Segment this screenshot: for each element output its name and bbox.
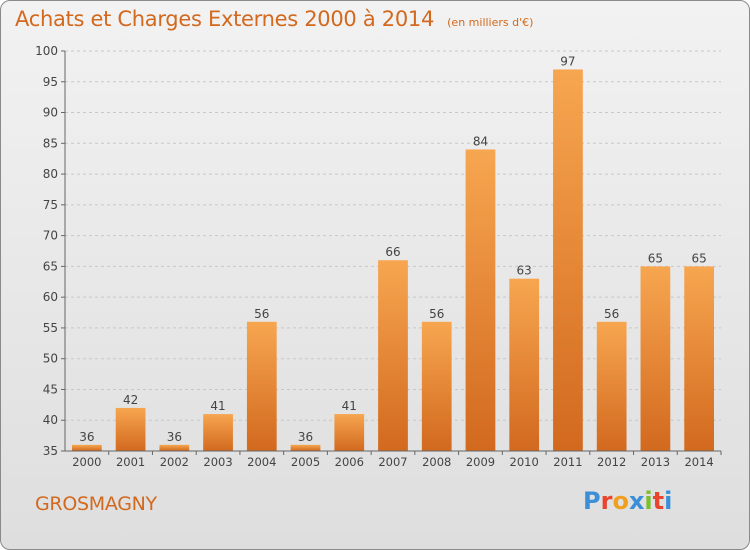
bar-value-label: 41 (210, 399, 225, 413)
y-tick-label: 80 (43, 167, 58, 181)
bar (684, 266, 715, 451)
bar-value-label: 41 (342, 399, 357, 413)
x-tick-label: 2011 (553, 455, 582, 469)
bar-value-label: 65 (691, 251, 706, 265)
bar-value-label: 36 (167, 430, 182, 444)
x-tick-label: 2009 (466, 455, 495, 469)
bar-value-label: 97 (560, 54, 575, 68)
bar (159, 444, 190, 451)
x-tick-label: 2003 (203, 455, 232, 469)
bar-value-label: 36 (79, 430, 94, 444)
x-tick-label: 2005 (291, 455, 320, 469)
bar (115, 407, 146, 451)
x-tick-label: 2002 (160, 455, 189, 469)
x-tick-label: 2006 (335, 455, 364, 469)
y-tick-label: 50 (43, 352, 58, 366)
y-tick-label: 55 (43, 321, 58, 335)
y-tick-label: 95 (43, 75, 58, 89)
y-tick-label: 85 (43, 136, 58, 150)
bar-value-label: 65 (648, 251, 663, 265)
bar-value-label: 66 (385, 245, 400, 259)
town-name: GROSMAGNY (35, 493, 157, 515)
x-tick-label: 2010 (510, 455, 539, 469)
bar (596, 321, 627, 451)
x-tick-label: 2000 (72, 455, 101, 469)
y-tick-label: 100 (35, 44, 58, 58)
y-tick-label: 35 (43, 444, 58, 458)
x-tick-label: 2008 (422, 455, 451, 469)
y-tick-label: 90 (43, 106, 58, 120)
bar (640, 266, 671, 451)
bar-value-label: 56 (604, 307, 619, 321)
logo-letter: r (600, 487, 613, 515)
bar (465, 149, 496, 451)
y-tick-label: 75 (43, 198, 58, 212)
bar (334, 414, 365, 451)
chart-title: Achats et Charges Externes 2000 à 2014 (… (15, 7, 533, 31)
bar-value-label: 84 (473, 134, 488, 148)
bar-value-label: 36 (298, 430, 313, 444)
bar-value-label: 63 (517, 264, 532, 278)
chart-title-text: Achats et Charges Externes 2000 à 2014 (15, 7, 435, 31)
bar-value-label: 42 (123, 393, 138, 407)
logo-letter: i (664, 487, 673, 515)
logo-letter: o (612, 487, 629, 515)
bar-value-label: 56 (254, 307, 269, 321)
bar-value-label: 56 (429, 307, 444, 321)
y-tick-label: 70 (43, 229, 58, 243)
logo-letter: P (583, 487, 601, 515)
bar (203, 414, 233, 451)
bar (290, 444, 321, 451)
proxiti-logo: Proxiti (583, 487, 672, 515)
bar (246, 321, 277, 451)
bar (71, 444, 102, 451)
logo-letter: x (628, 487, 645, 515)
x-tick-label: 2007 (378, 455, 407, 469)
bar (421, 321, 452, 451)
chart-subtitle: (en milliers d'€) (447, 16, 534, 29)
bar (553, 69, 583, 451)
x-tick-label: 2014 (684, 455, 713, 469)
x-tick-label: 2004 (247, 455, 276, 469)
y-tick-label: 60 (43, 290, 58, 304)
y-tick-label: 40 (43, 413, 58, 427)
y-tick-label: 65 (43, 259, 58, 273)
bar (378, 260, 408, 451)
logo-letter: t (652, 487, 665, 515)
x-tick-label: 2013 (641, 455, 670, 469)
y-tick-label: 45 (43, 382, 58, 396)
x-tick-label: 2012 (597, 455, 626, 469)
x-tick-label: 2001 (116, 455, 145, 469)
logo-letter: i (644, 487, 653, 515)
bar (509, 278, 540, 451)
